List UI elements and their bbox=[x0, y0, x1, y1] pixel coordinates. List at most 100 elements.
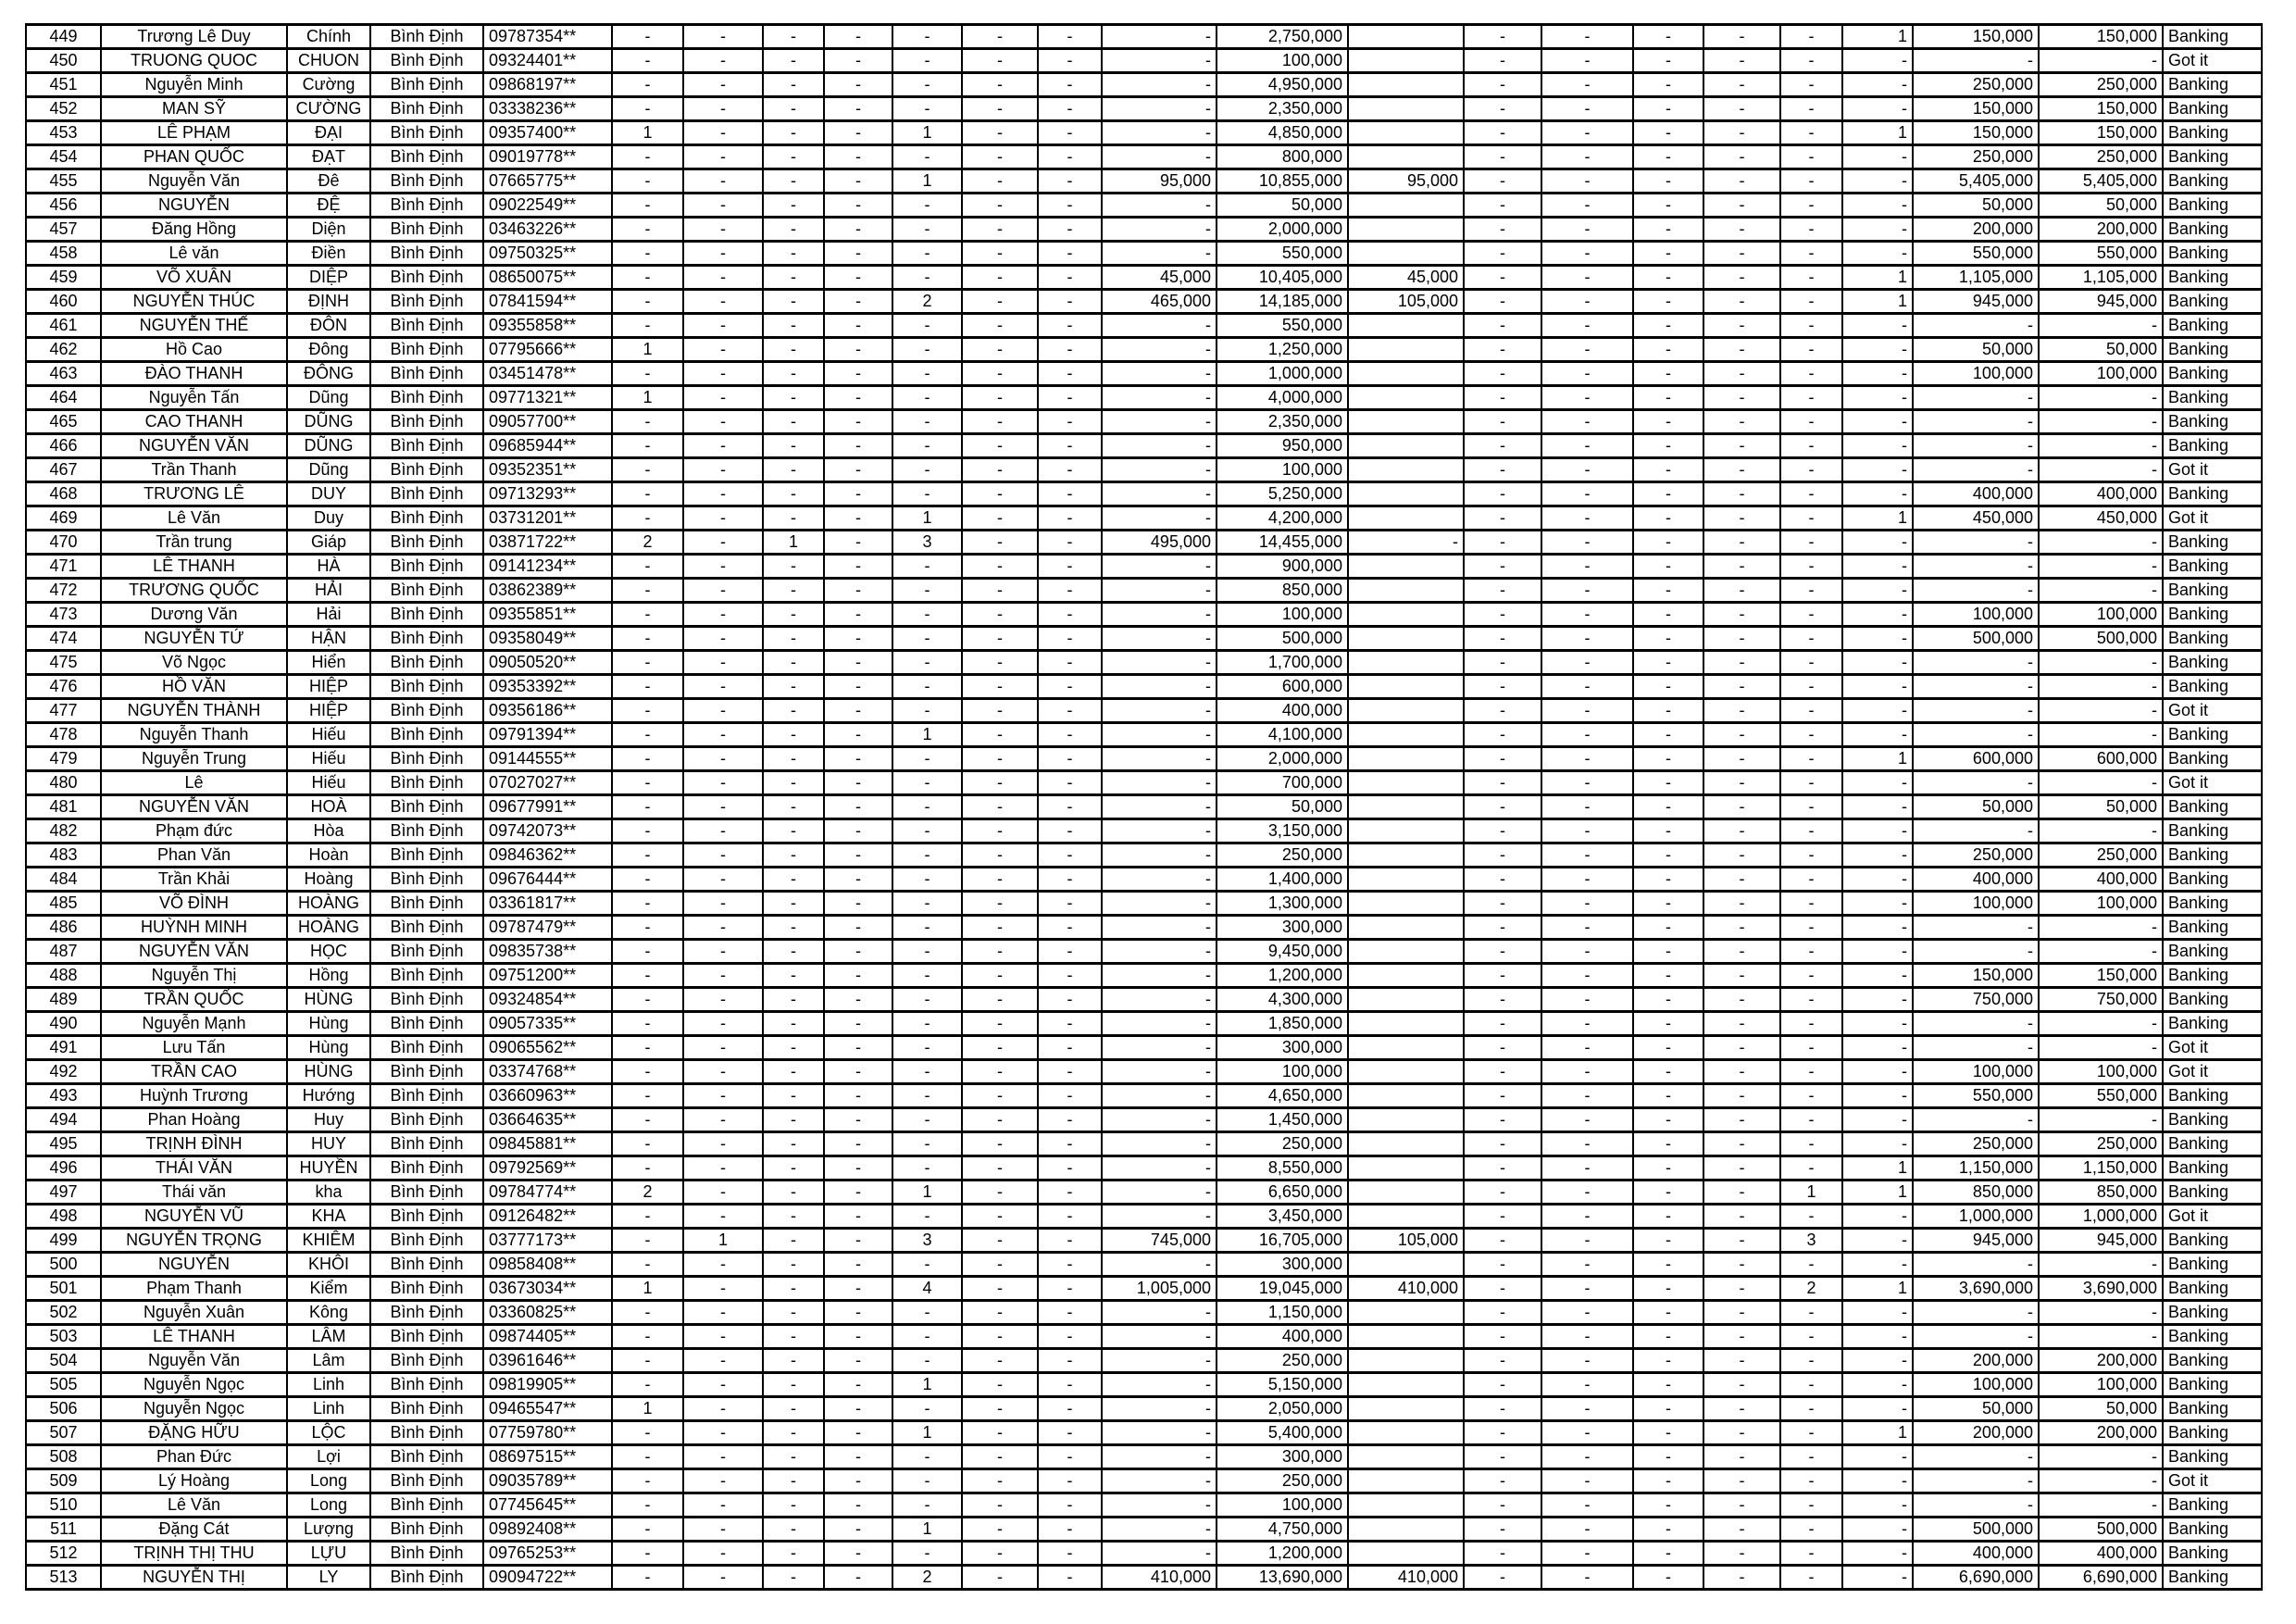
payout-cell: - bbox=[1912, 578, 2040, 604]
surname-cell: LÊ PHẠM bbox=[100, 120, 288, 146]
count-col-3-cell: - bbox=[762, 770, 825, 796]
count-col-11-cell: - bbox=[1703, 169, 1781, 194]
quantity-cell: - bbox=[1841, 770, 1914, 796]
table-row: 454 PHAN QUỐC ĐẠT Bình Định 09019778** - - - - - -… bbox=[25, 144, 2263, 170]
quantity-cell: - bbox=[1841, 987, 1914, 1013]
paid-cell: 50,000 bbox=[2038, 794, 2164, 820]
total-cell: 3,450,000 bbox=[1216, 1204, 1349, 1230]
count-col-1-cell: - bbox=[611, 96, 684, 122]
count-col-1-cell: - bbox=[611, 144, 684, 170]
amount-2-cell bbox=[1347, 987, 1465, 1013]
quantity-cell: - bbox=[1841, 433, 1914, 459]
count-col-9-cell: - bbox=[1541, 1420, 1634, 1446]
count-col-5-cell: - bbox=[892, 1035, 963, 1061]
count-col-3-cell: - bbox=[762, 1396, 825, 1422]
count-col-8-cell: - bbox=[1463, 1131, 1542, 1157]
count-col-5-cell: 1 bbox=[892, 506, 963, 531]
given-name-cell: LÂM bbox=[286, 1324, 371, 1350]
payment-method-cell: Banking bbox=[2162, 1131, 2263, 1157]
given-name-cell: Dũng bbox=[286, 385, 371, 411]
count-col-3-cell: - bbox=[762, 1252, 825, 1278]
count-col-3-cell: - bbox=[762, 193, 825, 219]
count-col-2-cell: - bbox=[682, 144, 764, 170]
count-col-5-cell: - bbox=[892, 891, 963, 917]
count-col-7-cell: - bbox=[1037, 915, 1103, 941]
quantity-cell: - bbox=[1841, 1035, 1914, 1061]
given-name-cell: HỌC bbox=[286, 939, 371, 965]
count-col-7-cell: - bbox=[1037, 1107, 1103, 1133]
count-col-12-cell: - bbox=[1779, 1300, 1843, 1326]
count-col-10-cell: - bbox=[1632, 939, 1704, 965]
count-col-6-cell: - bbox=[961, 1493, 1039, 1518]
row-number-cell: 482 bbox=[25, 818, 102, 844]
count-col-11-cell: - bbox=[1703, 939, 1781, 965]
count-col-2-cell: - bbox=[682, 987, 764, 1013]
payout-cell: 250,000 bbox=[1912, 144, 2040, 170]
count-col-6-cell: - bbox=[961, 1396, 1039, 1422]
payout-cell: 600,000 bbox=[1912, 746, 2040, 772]
quantity-cell: - bbox=[1841, 1011, 1914, 1037]
count-col-12-cell: - bbox=[1779, 1444, 1843, 1470]
count-col-3-cell: - bbox=[762, 1468, 825, 1494]
amount-cell: - bbox=[1101, 433, 1217, 459]
amount-2-cell bbox=[1347, 818, 1465, 844]
quantity-cell: - bbox=[1841, 409, 1914, 435]
count-col-9-cell: - bbox=[1541, 915, 1634, 941]
quantity-cell: - bbox=[1841, 1228, 1914, 1254]
count-col-11-cell: - bbox=[1703, 963, 1781, 989]
count-col-7-cell: - bbox=[1037, 746, 1103, 772]
surname-cell: Phạm đức bbox=[100, 818, 288, 844]
count-col-7-cell: - bbox=[1037, 506, 1103, 531]
total-cell: 4,750,000 bbox=[1216, 1517, 1349, 1543]
count-col-11-cell: - bbox=[1703, 1276, 1781, 1302]
count-col-1-cell: - bbox=[611, 1517, 684, 1543]
quantity-cell: - bbox=[1841, 457, 1914, 483]
row-number-cell: 498 bbox=[25, 1204, 102, 1230]
phone-cell: 08697515** bbox=[482, 1444, 613, 1470]
total-cell: 550,000 bbox=[1216, 241, 1349, 267]
count-col-1-cell: - bbox=[611, 1541, 684, 1567]
count-col-4-cell: - bbox=[823, 650, 893, 676]
count-col-11-cell: - bbox=[1703, 554, 1781, 580]
surname-cell: ĐÀO THANH bbox=[100, 361, 288, 387]
payment-method-cell: Banking bbox=[2162, 939, 2263, 965]
payment-method-cell: Got it bbox=[2162, 1468, 2263, 1494]
count-col-7-cell: - bbox=[1037, 843, 1103, 868]
count-col-10-cell: - bbox=[1632, 1180, 1704, 1206]
table-row: 494 Phan Hoàng Huy Bình Định 03664635** - - - - -… bbox=[25, 1107, 2263, 1133]
surname-cell: MAN SỸ bbox=[100, 96, 288, 122]
total-cell: 1,450,000 bbox=[1216, 1107, 1349, 1133]
phone-cell: 09845881** bbox=[482, 1131, 613, 1157]
table-row: 462 Hồ Cao Đông Bình Định 07795666** 1- - - - - - -… bbox=[25, 337, 2263, 363]
count-col-6-cell: - bbox=[961, 1565, 1039, 1591]
surname-cell: Võ Ngọc bbox=[100, 650, 288, 676]
count-col-10-cell: - bbox=[1632, 722, 1704, 748]
count-col-3-cell: - bbox=[762, 1541, 825, 1567]
amount-cell: - bbox=[1101, 1035, 1217, 1061]
given-name-cell: Linh bbox=[286, 1396, 371, 1422]
payout-cell: 850,000 bbox=[1912, 1180, 2040, 1206]
amount-2-cell bbox=[1347, 24, 1465, 50]
province-cell: Bình Định bbox=[369, 602, 484, 628]
phone-cell: 07841594** bbox=[482, 289, 613, 315]
count-col-9-cell: - bbox=[1541, 289, 1634, 315]
count-col-8-cell: - bbox=[1463, 1011, 1542, 1037]
count-col-4-cell: - bbox=[823, 313, 893, 339]
total-cell: 250,000 bbox=[1216, 1468, 1349, 1494]
count-col-4-cell: - bbox=[823, 457, 893, 483]
amount-2-cell bbox=[1347, 1324, 1465, 1350]
count-col-8-cell: - bbox=[1463, 1324, 1542, 1350]
count-col-6-cell: - bbox=[961, 867, 1039, 893]
amount-cell: - bbox=[1101, 120, 1217, 146]
payout-cell: 100,000 bbox=[1912, 1059, 2040, 1085]
count-col-6-cell: - bbox=[961, 265, 1039, 291]
count-col-3-cell: - bbox=[762, 891, 825, 917]
table-row: 496 THÁI VĂN HUYỀN Bình Định 09792569** - - - - -… bbox=[25, 1156, 2263, 1181]
count-col-6-cell: - bbox=[961, 1156, 1039, 1181]
count-col-7-cell: - bbox=[1037, 433, 1103, 459]
payout-cell: 150,000 bbox=[1912, 963, 2040, 989]
count-col-8-cell: - bbox=[1463, 746, 1542, 772]
quantity-cell: 1 bbox=[1841, 289, 1914, 315]
count-col-9-cell: - bbox=[1541, 987, 1634, 1013]
count-col-7-cell: - bbox=[1037, 1396, 1103, 1422]
